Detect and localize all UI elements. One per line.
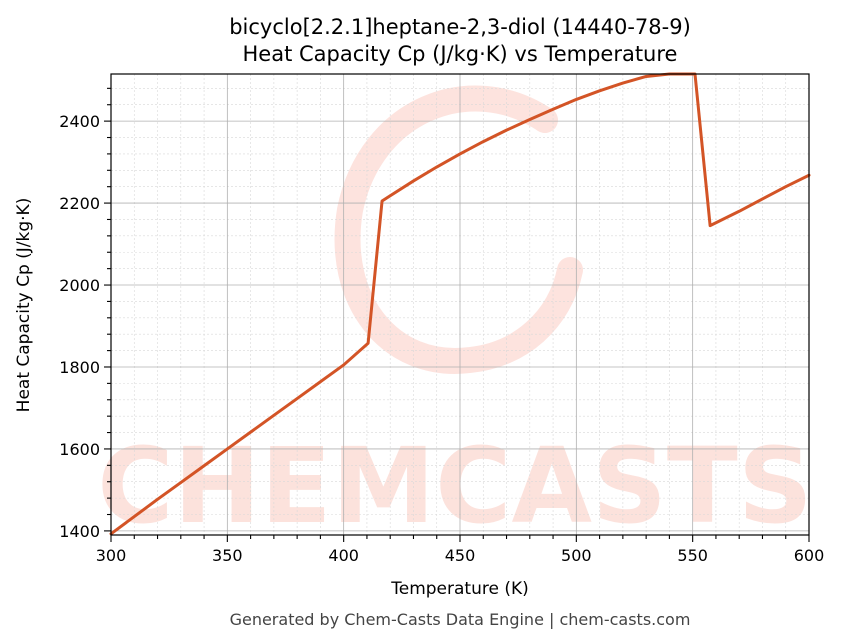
y-tick-label: 1600 <box>59 440 100 459</box>
y-tick-label: 2000 <box>59 276 100 295</box>
x-tick-label: 450 <box>445 546 476 565</box>
x-tick-label: 400 <box>328 546 359 565</box>
plot-frame <box>110 73 810 536</box>
x-tick-label: 300 <box>96 546 127 565</box>
y-tick-label: 2200 <box>59 194 100 213</box>
x-tick-label: 500 <box>561 546 592 565</box>
chart-title-line2: Heat Capacity Cp (J/kg·K) vs Temperature <box>243 42 678 66</box>
y-axis-label: Heat Capacity Cp (J/kg·K) <box>14 198 34 413</box>
y-tick-label: 1800 <box>59 358 100 377</box>
watermark-text: CHEMCASTS <box>97 425 812 547</box>
x-tick-label: 600 <box>794 546 825 565</box>
x-axis-label: Temperature (K) <box>390 579 529 599</box>
chart-title-line1: bicyclo[2.2.1]heptane-2,3-diol (14440-78… <box>229 15 691 39</box>
x-tick-label: 350 <box>212 546 243 565</box>
y-tick-label: 1400 <box>59 522 100 541</box>
watermark: CHEMCASTS <box>97 85 813 547</box>
y-tick-label: 2400 <box>59 112 100 131</box>
x-tick-label: 550 <box>677 546 708 565</box>
axis-ticks: 300 350 400 450 500 550 600 1400 1600 1800 2000 220… <box>59 87 825 565</box>
grid-major <box>110 74 810 535</box>
footer-credit: Generated by Chem-Casts Data Engine | ch… <box>230 610 691 629</box>
watermark-swirl-icon <box>334 85 583 374</box>
